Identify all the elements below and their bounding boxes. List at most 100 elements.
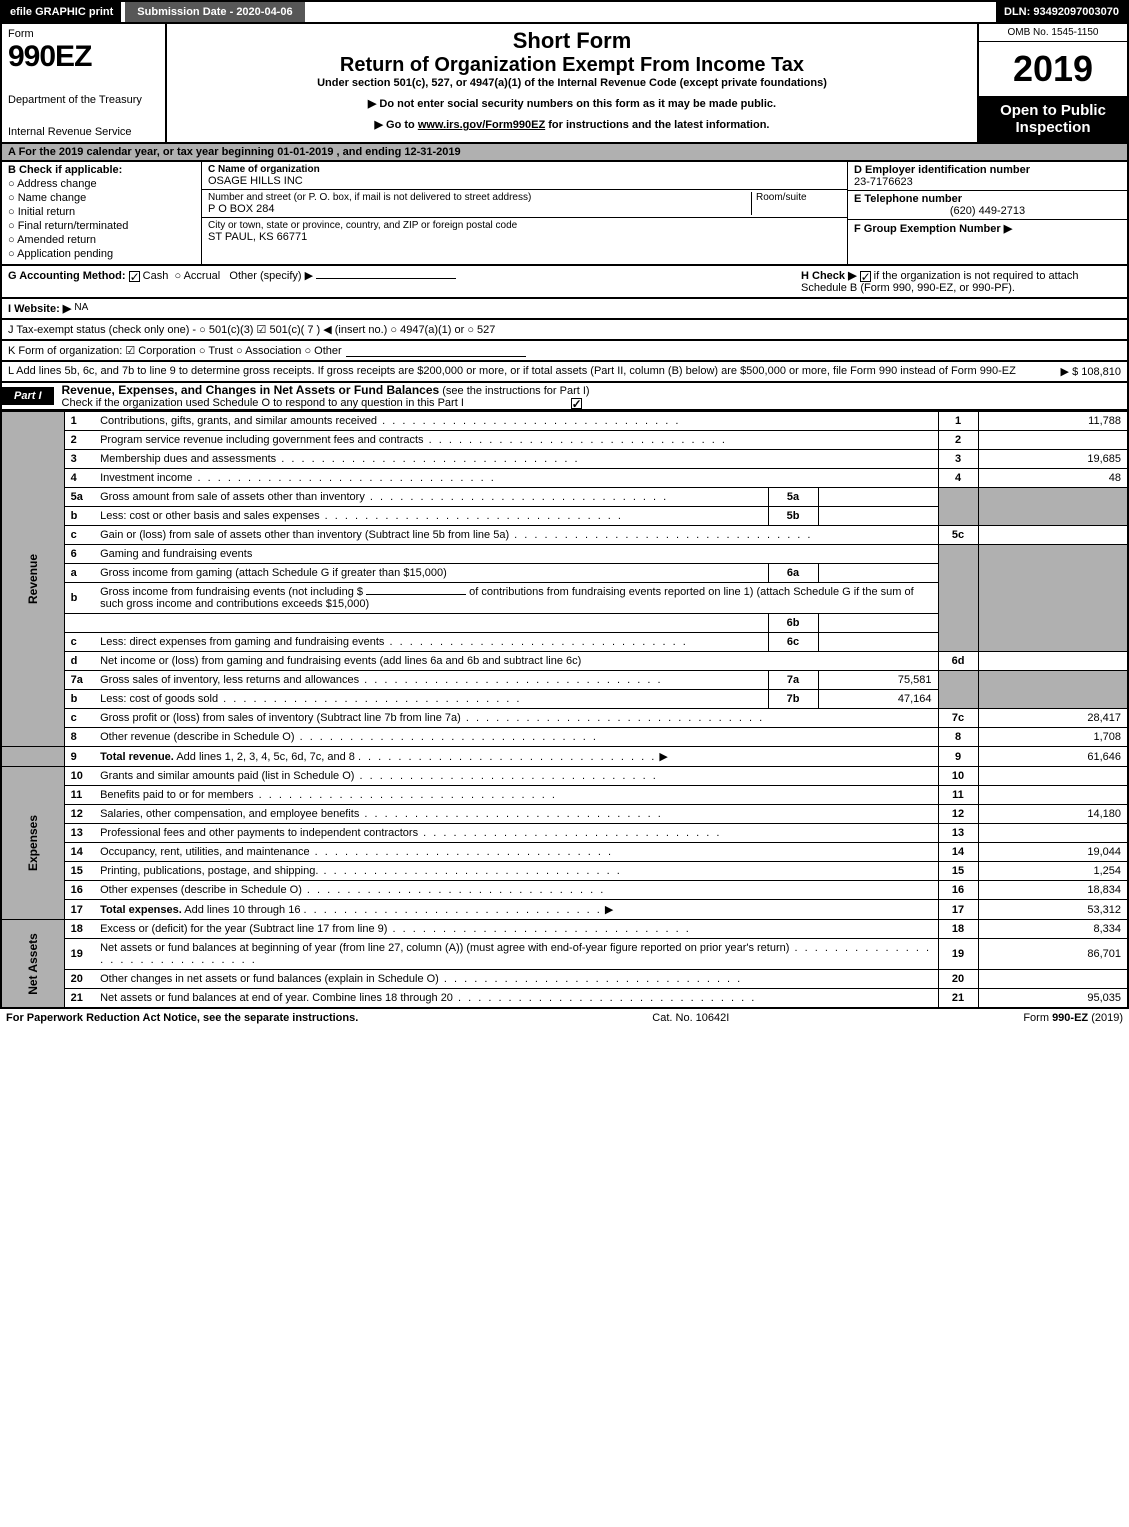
val-6b [818,614,938,633]
amt-1: 11,788 [978,412,1128,431]
part1-table: Revenue 1Contributions, gifts, grants, a… [0,411,1129,1009]
val-5a [818,488,938,507]
form-header: Form 990EZ Department of the Treasury In… [0,24,1129,144]
amt-2 [978,431,1128,450]
omb-number: OMB No. 1545-1150 [979,24,1127,42]
org-city: ST PAUL, KS 66771 [208,231,841,243]
chk-address-change[interactable]: Address change [8,178,195,190]
phone-label: E Telephone number [854,193,962,205]
amt-3: 19,685 [978,450,1128,469]
addr-label: Number and street (or P. O. box, if mail… [208,192,751,203]
line-l-amount: ▶ $ 108,810 [1061,365,1121,378]
netassets-tab: Net Assets [1,920,64,1009]
page-footer: For Paperwork Reduction Act Notice, see … [0,1009,1129,1027]
top-bar: efile GRAPHIC print Submission Date - 20… [0,0,1129,24]
part1-title: Revenue, Expenses, and Changes in Net As… [62,383,440,397]
return-title: Return of Organization Exempt From Incom… [175,54,969,77]
row-k: K Form of organization: ☑ Corporation ○ … [0,341,1129,362]
ein-value: 23-7176623 [854,176,913,188]
amt-13 [978,824,1128,843]
line-l-text: L Add lines 5b, 6c, and 7b to line 9 to … [8,365,1016,378]
org-address: P O BOX 284 [208,203,751,215]
info-block: B Check if applicable: Address change Na… [0,162,1129,266]
period-row: A For the 2019 calendar year, or tax yea… [0,144,1129,162]
amt-7c: 28,417 [978,709,1128,728]
tax-exempt-status: J Tax-exempt status (check only one) - ○… [8,323,495,336]
room-label: Room/suite [751,192,841,215]
amt-17: 53,312 [978,900,1128,920]
dln-label: DLN: 93492097003070 [996,2,1127,22]
info-right: D Employer identification number 23-7176… [847,162,1127,264]
amt-8: 1,708 [978,728,1128,747]
part1-header: Part I Revenue, Expenses, and Changes in… [0,383,1129,411]
dept-irs: Internal Revenue Service [8,126,159,138]
expenses-tab: Expenses [1,767,64,920]
header-right: OMB No. 1545-1150 2019 Open to Public In… [977,24,1127,142]
chk-schedule-b[interactable] [860,271,871,282]
amt-5c [978,526,1128,545]
form-of-org: K Form of organization: ☑ Corporation ○ … [8,344,342,357]
part1-tab: Part I [2,387,54,405]
form-label: Form [8,28,159,40]
irs-link[interactable]: www.irs.gov/Form990EZ [418,119,545,131]
chk-application-pending[interactable]: Application pending [8,248,195,260]
amt-12: 14,180 [978,805,1128,824]
accounting-method: G Accounting Method: Cash ○ Accrual Othe… [8,269,456,294]
amt-11 [978,786,1128,805]
website-value: NA [74,302,88,315]
chk-amended-return[interactable]: Amended return [8,234,195,246]
dept-treasury: Department of the Treasury [8,94,159,106]
amt-18: 8,334 [978,920,1128,939]
website-label: I Website: ▶ [8,302,71,315]
header-left: Form 990EZ Department of the Treasury In… [2,24,167,142]
amt-15: 1,254 [978,862,1128,881]
amt-6d [978,652,1128,671]
chk-cash[interactable] [129,271,140,282]
row-l: L Add lines 5b, 6c, and 7b to line 9 to … [0,362,1129,383]
header-center: Short Form Return of Organization Exempt… [167,24,977,142]
val-6a [818,564,938,583]
short-form-title: Short Form [175,28,969,54]
part1-sub: (see the instructions for Part I) [442,385,589,397]
name-label: C Name of organization [208,164,841,175]
part1-check: Check if the organization used Schedule … [62,397,464,409]
chk-name-change[interactable]: Name change [8,192,195,204]
section-b-label: B Check if applicable: [8,164,195,176]
inspection-label: Open to Public Inspection [979,96,1127,142]
submission-date: Submission Date - 2020-04-06 [125,2,304,22]
chk-schedule-o[interactable] [571,398,582,409]
ssn-note: ▶ Do not enter social security numbers o… [175,97,969,110]
revenue-tab: Revenue [1,412,64,747]
amt-14: 19,044 [978,843,1128,862]
goto-note: ▶ Go to www.irs.gov/Form990EZ for instru… [175,118,969,131]
section-c: C Name of organization OSAGE HILLS INC N… [202,162,847,264]
amt-20 [978,970,1128,989]
val-7a: 75,581 [818,671,938,690]
phone-value: (620) 449-2713 [854,205,1121,217]
row-i: I Website: ▶ NA [0,299,1129,320]
form-number: 990EZ [8,40,159,74]
chk-final-return[interactable]: Final return/terminated [8,220,195,232]
paperwork-notice: For Paperwork Reduction Act Notice, see … [6,1012,358,1024]
amt-21: 95,035 [978,989,1128,1009]
row-g-h: G Accounting Method: Cash ○ Accrual Othe… [0,266,1129,299]
amt-16: 18,834 [978,881,1128,900]
row-j: J Tax-exempt status (check only one) - ○… [0,320,1129,341]
city-label: City or town, state or province, country… [208,220,841,231]
cat-no: Cat. No. 10642I [652,1012,729,1024]
val-5b [818,507,938,526]
chk-initial-return[interactable]: Initial return [8,206,195,218]
val-6c [818,633,938,652]
section-h: H Check ▶ if the organization is not req… [801,269,1121,294]
val-7b: 47,164 [818,690,938,709]
group-exemption-label: F Group Exemption Number ▶ [854,223,1012,235]
amt-9: 61,646 [978,747,1128,767]
form-footer: Form 990-EZ (2019) [1023,1012,1123,1024]
tax-year: 2019 [979,42,1127,96]
efile-label[interactable]: efile GRAPHIC print [2,2,121,22]
amt-19: 86,701 [978,939,1128,970]
amt-10 [978,767,1128,786]
under-section: Under section 501(c), 527, or 4947(a)(1)… [175,77,969,89]
section-b: B Check if applicable: Address change Na… [2,162,202,264]
amt-4: 48 [978,469,1128,488]
